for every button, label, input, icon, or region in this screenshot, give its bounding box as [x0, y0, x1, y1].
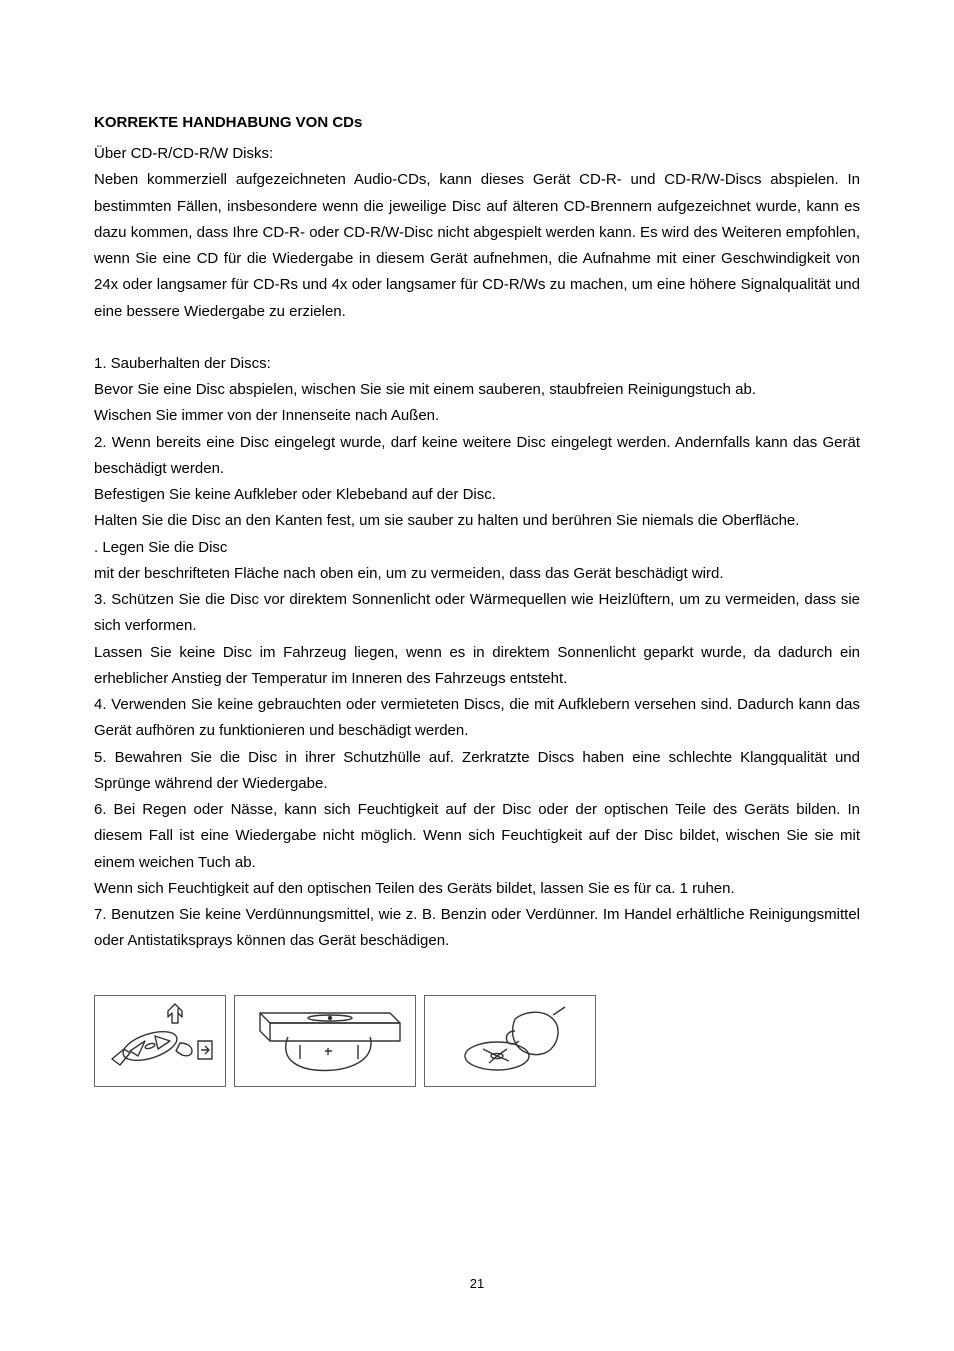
- document-page: KORREKTE HANDHABUNG VON CDs Über CD-R/CD…: [0, 0, 954, 1351]
- item-3-line-2: Lassen Sie keine Disc im Fahrzeug liegen…: [94, 640, 860, 693]
- spacer: [94, 325, 860, 351]
- page-number: 21: [0, 1276, 954, 1291]
- page-title: KORREKTE HANDHABUNG VON CDs: [94, 114, 860, 131]
- item-2-line-2: Befestigen Sie keine Aufkleber oder Kleb…: [94, 482, 860, 508]
- disc-insert-icon: [100, 1001, 220, 1081]
- item-2-line-4: . Legen Sie die Disc: [94, 535, 860, 561]
- item-2-line-1: 2. Wenn bereits eine Disc eingelegt wurd…: [94, 430, 860, 483]
- figure-1: [94, 995, 226, 1087]
- item-1-head: 1. Sauberhalten der Discs:: [94, 351, 860, 377]
- item-1-line-2: Wischen Sie immer von der Innenseite nac…: [94, 403, 860, 429]
- item-6-line-1: 6. Bei Regen oder Nässe, kann sich Feuch…: [94, 797, 860, 876]
- item-7: 7. Benutzen Sie keine Verdünnungsmittel,…: [94, 902, 860, 955]
- item-5: 5. Bewahren Sie die Disc in ihrer Schutz…: [94, 745, 860, 798]
- figure-row: [94, 995, 860, 1087]
- disc-wipe-icon: [435, 1001, 585, 1081]
- item-3-line-1: 3. Schützen Sie die Disc vor direktem So…: [94, 587, 860, 640]
- item-2-line-5: mit der beschrifteten Fläche nach oben e…: [94, 561, 860, 587]
- intro-body: Neben kommerziell aufgezeichneten Audio-…: [94, 167, 860, 325]
- item-6-line-2: Wenn sich Feuchtigkeit auf den optischen…: [94, 876, 860, 902]
- intro-line: Über CD-R/CD-R/W Disks:: [94, 141, 860, 167]
- item-4: 4. Verwenden Sie keine gebrauchten oder …: [94, 692, 860, 745]
- item-1-line-1: Bevor Sie eine Disc abspielen, wischen S…: [94, 377, 860, 403]
- figure-2: [234, 995, 416, 1087]
- item-2-line-3: Halten Sie die Disc an den Kanten fest, …: [94, 508, 860, 534]
- figure-3: [424, 995, 596, 1087]
- disc-slot-icon: [240, 1001, 410, 1081]
